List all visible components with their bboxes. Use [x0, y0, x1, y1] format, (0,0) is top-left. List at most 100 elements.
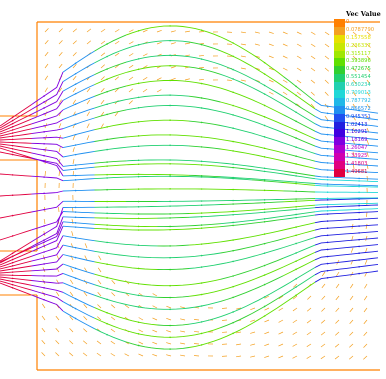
- streamline-marker: [295, 200, 297, 203]
- background-vector: [97, 316, 102, 321]
- streamline-marker: [43, 125, 45, 127]
- streamline-segment: [251, 229, 284, 238]
- streamline-segment: [0, 274, 32, 277]
- streamline-marker: [137, 306, 140, 308]
- legend-entry: 1.41803: [334, 161, 386, 169]
- streamline-segment: [31, 152, 64, 167]
- streamline-segment: [220, 101, 253, 113]
- streamline-marker: [43, 233, 45, 235]
- background-vector: [348, 355, 354, 360]
- streamline-segment: [220, 222, 253, 228]
- streamline-marker: [326, 262, 329, 265]
- legend-swatch: [334, 153, 345, 162]
- streamline-marker: [43, 113, 45, 115]
- background-vector: [58, 40, 63, 45]
- streamline-segment: [62, 235, 95, 242]
- streamline-segment: [251, 210, 284, 214]
- streamline-segment: [31, 284, 64, 293]
- streamline-marker: [200, 121, 203, 124]
- background-vector: [336, 271, 340, 277]
- background-vector: [268, 91, 274, 95]
- streamline-marker: [74, 211, 77, 213]
- streamline-marker: [295, 155, 297, 158]
- streamline-marker: [169, 175, 171, 178]
- background-vector: [69, 291, 74, 297]
- legend-swatch: [334, 58, 345, 67]
- streamline-segment: [62, 174, 95, 177]
- streamline-segment: [220, 212, 253, 217]
- streamline-segment: [188, 204, 221, 207]
- streamline-segment: [0, 229, 32, 241]
- streamline-segment: [157, 163, 190, 165]
- streamline-marker: [263, 274, 266, 276]
- legend-swatch: [334, 129, 345, 138]
- legend-entry: 0.472675: [334, 66, 386, 75]
- background-vector: [44, 111, 48, 117]
- streamline-marker: [11, 122, 14, 125]
- streamline-segment: [157, 94, 190, 97]
- background-vectors: [41, 28, 371, 360]
- streamline-marker: [200, 176, 203, 178]
- streamline-marker: [106, 200, 108, 203]
- streamline-marker: [137, 294, 140, 297]
- streamline-segment: [283, 160, 316, 169]
- background-vector: [310, 103, 315, 108]
- background-vector: [240, 79, 246, 82]
- streamline-marker: [263, 201, 266, 204]
- streamline-segment: [157, 159, 190, 162]
- background-vector: [352, 55, 357, 60]
- background-vector: [250, 343, 256, 346]
- background-vector: [166, 305, 172, 309]
- streamline-segment: [31, 221, 64, 249]
- streamline-segment: [125, 26, 158, 36]
- streamline-marker: [295, 137, 297, 139]
- background-vector: [55, 340, 60, 345]
- streamline-segment: [251, 238, 284, 248]
- streamline-marker: [326, 169, 329, 171]
- streamline-segment: [251, 144, 284, 154]
- streamline-marker: [74, 168, 77, 170]
- streamline-marker: [11, 261, 14, 264]
- streamline-marker: [200, 107, 203, 109]
- streamline-segment: [346, 135, 379, 141]
- background-vector: [292, 355, 298, 359]
- streamline-segment: [188, 215, 221, 218]
- streamline-marker: [200, 160, 203, 163]
- legend-entry: 0.157558: [334, 34, 386, 43]
- streamline-marker: [232, 55, 234, 58]
- background-vector: [70, 267, 74, 273]
- streamline-marker: [295, 190, 297, 193]
- background-vector: [44, 75, 49, 81]
- streamline-marker: [263, 233, 266, 235]
- background-vector: [142, 29, 148, 33]
- streamline-marker: [137, 106, 140, 109]
- background-vector: [44, 40, 49, 45]
- background-vector: [264, 295, 270, 299]
- streamline-marker: [326, 269, 329, 272]
- legend-label: 1.33925: [346, 153, 368, 160]
- legend-label: 0: [346, 19, 350, 25]
- legend-label: 0.393896: [346, 58, 371, 65]
- streamline-marker: [106, 276, 108, 279]
- streamline-marker: [358, 184, 360, 186]
- streamline-segment: [62, 225, 95, 229]
- streamline-marker: [169, 94, 171, 96]
- legend-label: 0.945351: [346, 113, 371, 120]
- background-vector: [366, 79, 371, 85]
- background-vector: [72, 40, 77, 45]
- streamline-segment: [94, 227, 127, 231]
- streamline-marker: [137, 333, 140, 335]
- legend-entry: 0.0787790: [334, 26, 386, 35]
- streamline-segment: [220, 188, 253, 191]
- streamline-marker: [326, 178, 329, 181]
- streamline-marker: [74, 103, 77, 105]
- streamline-segment: [188, 316, 221, 325]
- streamline-segment: [94, 294, 127, 305]
- background-vector: [296, 79, 302, 84]
- background-vector: [138, 317, 144, 321]
- streamline-marker: [43, 287, 45, 289]
- streamline-segment: [31, 142, 64, 148]
- streamline-marker: [263, 116, 266, 118]
- streamline-segment: [94, 261, 127, 268]
- legend-entry: 1.33925: [334, 153, 386, 162]
